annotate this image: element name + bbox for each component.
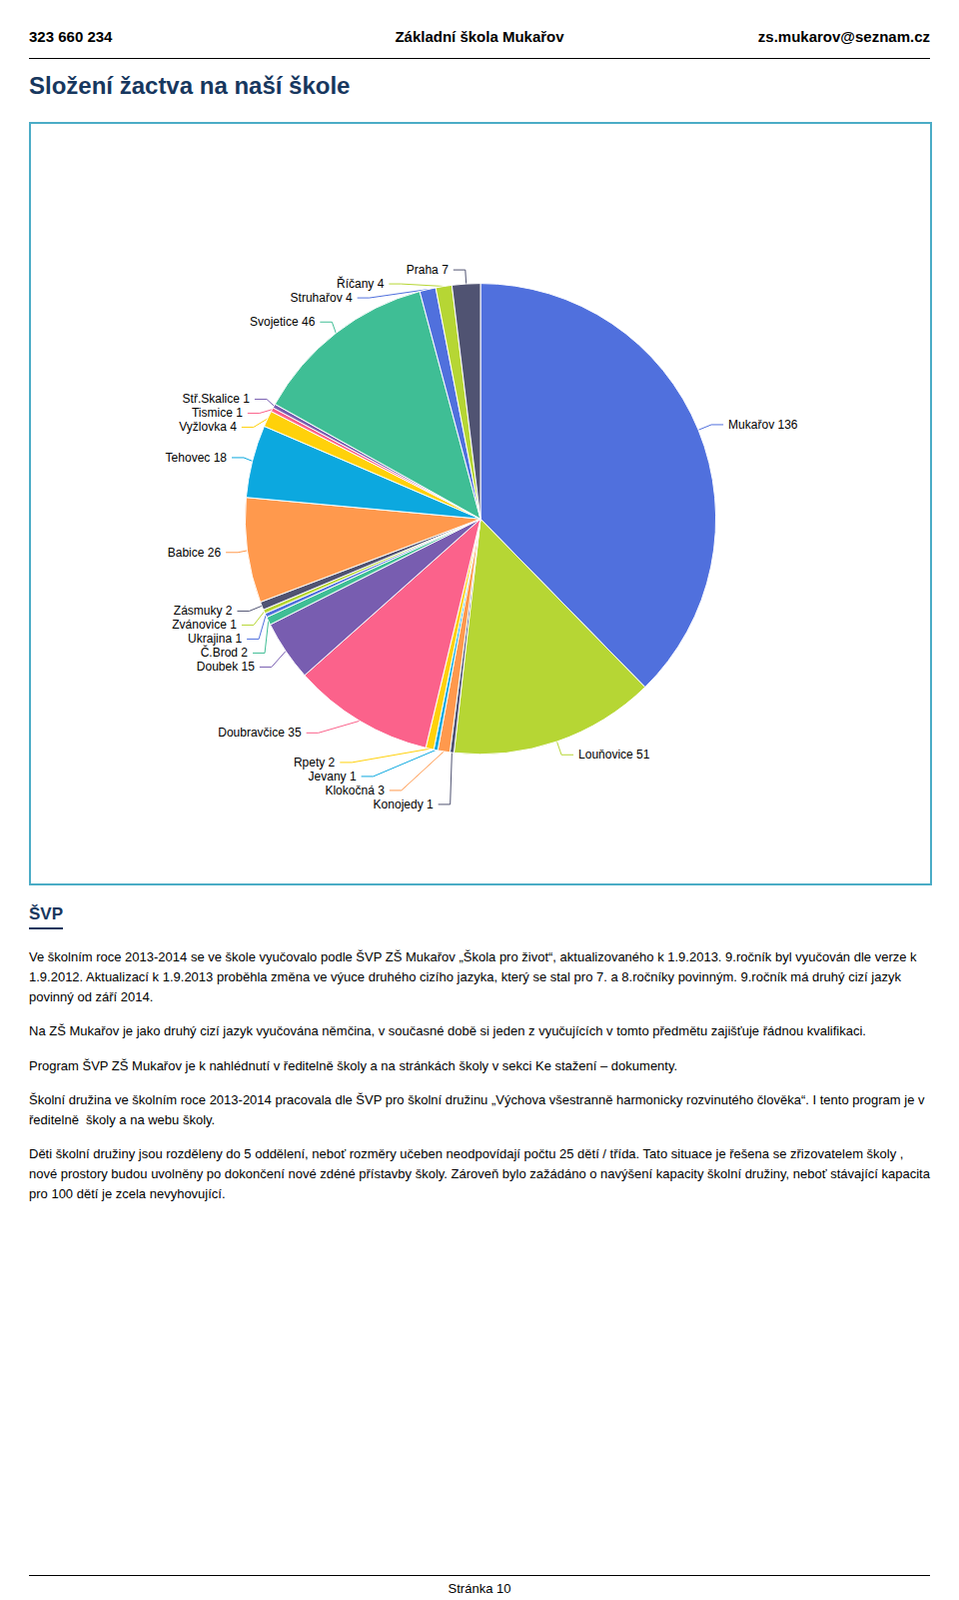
svg-text:Zvánovice 1: Zvánovice 1 — [171, 617, 237, 632]
html-text:Děti školní družiny jsou rozdě: Děti školní družiny jsou rozděleny do 5 … — [28, 1145, 934, 1202]
svg-text:Praha 7: Praha 7 — [406, 262, 449, 277]
svg-text:Doubravčice 35: Doubravčice 35 — [217, 725, 302, 740]
svg-text:Č.Brod 2: Č.Brod 2 — [200, 644, 249, 660]
html-text:Stránka 10: Stránka 10 — [448, 1580, 511, 1596]
svg-text:Říčany 4: Říčany 4 — [336, 275, 385, 291]
html-text:323 660 234: 323 660 234 — [28, 27, 113, 45]
html-text:ŠVP: ŠVP — [28, 904, 63, 924]
html-text:Na ZŠ Mukařov je jako druhý ci: Na ZŠ Mukařov je jako druhý cizí jazyk v… — [28, 1023, 867, 1039]
svg-text:Babice 26: Babice 26 — [167, 545, 222, 560]
svg-text:Konojedy 1: Konojedy 1 — [373, 797, 434, 812]
svg-text:Tehovec 18: Tehovec 18 — [165, 450, 228, 465]
svg-text:Rpety 2: Rpety 2 — [293, 755, 336, 770]
svg-text:Jevany 1: Jevany 1 — [308, 769, 357, 784]
svg-text:Tismice 1: Tismice 1 — [191, 405, 243, 420]
svg-text:Ukrajina 1: Ukrajina 1 — [187, 631, 242, 646]
svg-text:Mukařov 136: Mukařov 136 — [728, 417, 799, 432]
svg-text:Klokočná 3: Klokočná 3 — [324, 783, 385, 798]
html-text:Školní družina ve školním roce: Školní družina ve školním roce 2013-2014… — [28, 1091, 929, 1127]
svg-text:Vyžlovka 4: Vyžlovka 4 — [178, 419, 237, 434]
svg-text:Stř.Skalice 1: Stř.Skalice 1 — [182, 391, 251, 406]
svg-text:Doubek 15: Doubek 15 — [196, 659, 255, 674]
html-text:Základní škola Mukařov: Základní škola Mukařov — [394, 27, 565, 45]
svg-text:Louňovice 51: Louňovice 51 — [578, 747, 651, 762]
html-text:Složení žactva na naší škole: Složení žactva na naší škole — [28, 71, 351, 99]
html-text:Program ŠVP ZŠ Mukařov je k na: Program ŠVP ZŠ Mukařov je k nahlédnutí v… — [28, 1057, 678, 1073]
html-text:zs.mukarov@seznam.cz: zs.mukarov@seznam.cz — [758, 27, 931, 45]
html-text:Ve školním roce 2013-2014 se v: Ve školním roce 2013-2014 se ve škole vy… — [28, 949, 921, 1005]
svg-text:Struhařov 4: Struhařov 4 — [290, 290, 353, 305]
svg-text:Zásmuky 2: Zásmuky 2 — [173, 603, 233, 618]
svg-text:Svojetice 46: Svojetice 46 — [249, 314, 316, 329]
